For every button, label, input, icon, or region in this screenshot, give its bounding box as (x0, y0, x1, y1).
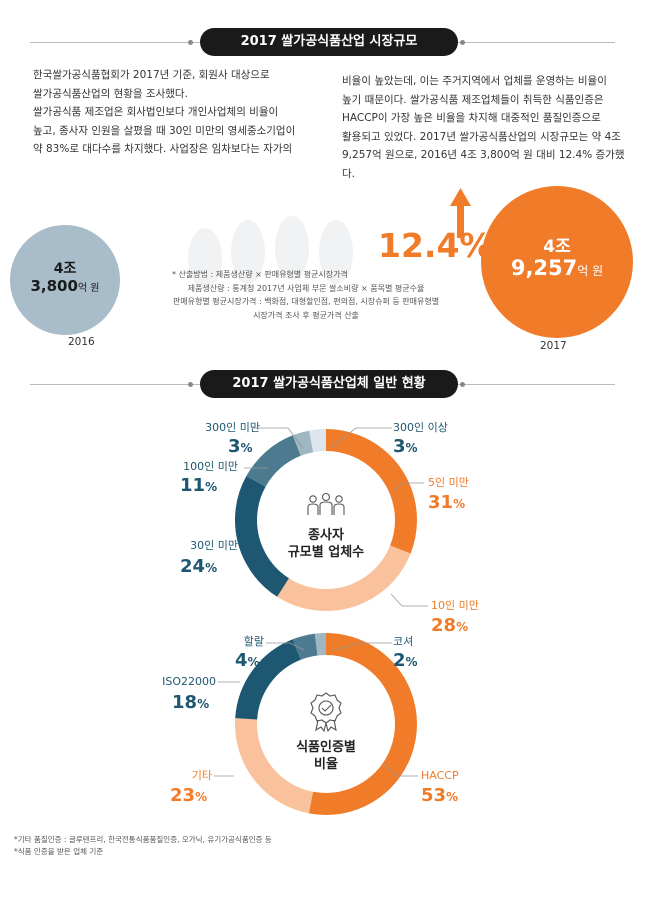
para-right-line: 비율이 높았는데, 이는 주거지역에서 업체를 운영하는 비율이 (342, 75, 607, 87)
para-left-line: 높고, 종사자 인원을 살폈을 때 30인 미만의 영세중소기업이 (33, 124, 296, 137)
year-2016-value-line2: 3,800억 원 (10, 276, 120, 295)
chart2-value-iso22000: 18% (172, 692, 209, 713)
value-unit: % (446, 790, 459, 804)
year-2017-unit: 억 원 (577, 264, 604, 278)
value-unit: % (240, 441, 253, 455)
section2-rule-dot-left (188, 382, 193, 387)
footnotes: *기타 품질인증 : 글루텐프리, 한국전통식품품질인증, 오가닉, 유기가공식… (14, 834, 272, 858)
value-number: 3 (228, 436, 241, 457)
year-2017-circle (481, 186, 633, 338)
section2-rule-dot-right (460, 382, 465, 387)
value-number: 31 (428, 492, 454, 513)
chart1-label-5-under: 5인 미만 (428, 476, 469, 489)
year-2016-unit: 억 원 (77, 283, 100, 294)
value-unit: % (205, 561, 218, 575)
para-left-line: 한국쌀가공식품협회가 2017년 기준, 회원사 대상으로 (33, 69, 270, 81)
chart2-label-iso22000: ISO22000 (162, 675, 216, 688)
section2-title: 2017 쌀가공식품산업체 일반 현황 (200, 370, 458, 398)
donut1-slice-5 (235, 429, 417, 611)
chart1-value-10-under: 28% (431, 615, 468, 636)
chart2-value-other: 23% (170, 785, 207, 806)
chart2-value-halal: 4% (235, 650, 260, 671)
value-number: 28 (431, 615, 457, 636)
value-unit: % (247, 655, 260, 669)
value-number: 4 (235, 650, 248, 671)
para-right-line: HACCP이 가장 높은 비율을 차지해 대중적인 품질인증으로 (342, 112, 601, 124)
para-right-line: 활용되고 있었다. 2017년 쌀가공식품산업의 시장규모는 약 4조 (342, 130, 621, 143)
chart2-value-kosher: 2% (393, 650, 418, 671)
chart1-value-300-over: 3% (393, 436, 418, 457)
chart1-value-300-under: 3% (228, 436, 253, 457)
note-line: * 산출방법 : 제품생산량 × 판매유형별 평균시장가격 (172, 270, 348, 279)
chart1-center-title-line2: 규모별 업체수 (287, 545, 365, 560)
year-2017-label: 2017 (540, 340, 567, 352)
note-line: 시장가격 조사 후 평균가격 산출 (253, 310, 359, 320)
growth-rate: 12.4% (378, 226, 493, 265)
section1-rule-dot-left (188, 40, 193, 45)
donut2-slice-1 (235, 633, 417, 815)
value-unit: % (197, 697, 210, 711)
year-2016-label: 2016 (68, 336, 95, 348)
value-unit: % (453, 497, 466, 511)
value-number: 18 (172, 692, 198, 713)
note-line: 판매유형별 평균시장가격 : 백화점, 대형할인점, 편의점, 시장슈퍼 등 판… (172, 297, 440, 306)
chart2-label-halal: 할랄 (243, 635, 264, 648)
value-number: 11 (180, 475, 206, 496)
year-2017-number: 9,257 (510, 256, 578, 280)
value-unit: % (405, 655, 418, 669)
value-unit: % (405, 441, 418, 455)
para-left-line: 쌀가공식품산업의 현황을 조사했다. (33, 87, 188, 100)
para-right-line: 9,257억 원으로, 2016년 4조 3,800억 원 대비 12.4% 증… (342, 149, 625, 180)
chart1-center-title-line1: 종사자 (308, 528, 344, 543)
donut1-slice-2 (235, 429, 417, 611)
chart2-label-kosher: 코셔 (393, 635, 414, 648)
intro-paragraph-right: 비율이 높았는데, 이는 주거지역에서 업체를 운영하는 비율이 높기 때문이다… (342, 72, 632, 183)
chart2-value-haccp: 53% (421, 785, 458, 806)
year-2016-number: 3,800 (30, 277, 78, 295)
section1-title: 2017 쌀가공식품산업 시장규모 (200, 28, 458, 56)
para-right-line: 높기 때문이다. 쌀가공식품 제조업체들이 취득한 식품인증은 (342, 93, 604, 106)
calculation-notes: * 산출방법 : 제품생산량 × 판매유형별 평균시장가격 제품생산량 : 통계… (158, 268, 454, 322)
footnote-line: *기타 품질인증 : 글루텐프리, 한국전통식품품질인증, 오가닉, 유기가공식… (14, 835, 272, 844)
value-number: 3 (393, 436, 406, 457)
chart1-label-10-under: 10인 미만 (431, 599, 479, 612)
section1-rule-dot-right (460, 40, 465, 45)
donut1-slice-1 (235, 429, 417, 611)
chart1-value-30-under: 24% (180, 556, 217, 577)
footnote-line: *식품 인증을 받은 업체 기준 (14, 847, 104, 856)
value-number: 24 (180, 556, 206, 577)
para-left-line: 약 83%로 대다수를 차지했다. 사업장은 임차보다는 자가의 (33, 143, 293, 155)
value-unit: % (456, 620, 469, 634)
intro-paragraph-left: 한국쌀가공식품협회가 2017년 기준, 회원사 대상으로 쌀가공식품산업의 현… (33, 66, 323, 159)
year-2016-circle (10, 225, 120, 335)
chart1-label-100-under: 100인 미만 (183, 460, 238, 473)
chart1-value-5-under: 31% (428, 492, 465, 513)
year-2017-value-line2: 9,257억 원 (481, 256, 633, 280)
year-2016-value-line1: 4조 (53, 261, 77, 277)
chart2-center-title-line2: 비율 (314, 757, 338, 772)
value-number: 2 (393, 650, 406, 671)
value-number: 23 (170, 785, 196, 806)
para-left-line: 쌀가공식품 제조업은 회사법인보다 개인사업체의 비율이 (33, 106, 279, 118)
value-unit: % (205, 480, 218, 494)
value-unit: % (195, 790, 208, 804)
chart1-label-300-over: 300인 이상 (393, 421, 448, 434)
chart1-label-30-under: 30인 미만 (190, 539, 238, 552)
chart1-label-300-under: 300인 미만 (205, 421, 260, 434)
chart2-label-other: 기타 (191, 769, 212, 782)
chart2-center-title-line1: 식품인증별 (296, 740, 356, 755)
value-number: 53 (421, 785, 447, 806)
chart2-label-haccp: HACCP (421, 769, 459, 782)
chart1-value-100-under: 11% (180, 475, 217, 496)
donut2-slice-4 (235, 633, 417, 815)
year-2017-value-line1: 4조 (543, 237, 571, 257)
note-line: 제품생산량 : 통계청 2017년 사업체 부문 쌀소비량 × 품목별 평균수율 (187, 283, 425, 293)
